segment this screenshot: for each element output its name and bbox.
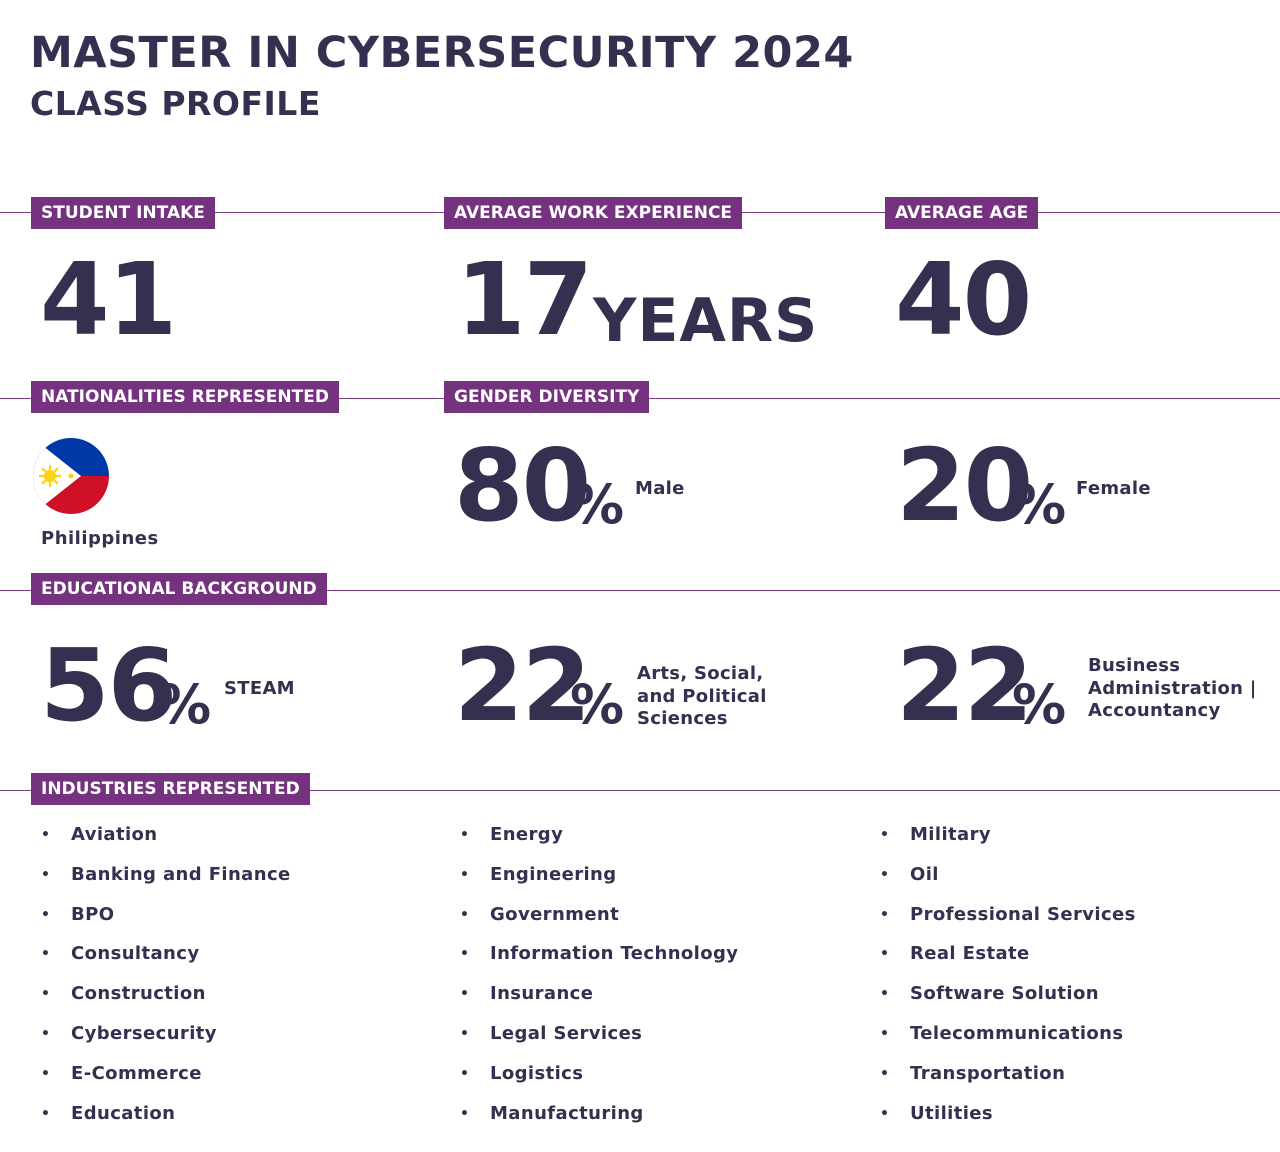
section-divider xyxy=(0,590,1280,591)
nationalities-label: NATIONALITIES REPRESENTED xyxy=(31,381,339,413)
industries-label: INDUSTRIES REPRESENTED xyxy=(31,773,310,805)
education-steam-percent-sign: % xyxy=(157,673,212,736)
list-item: • Telecommunications xyxy=(880,1022,1124,1044)
list-item: • Legal Services xyxy=(460,1022,643,1044)
education-steam-value: 56 xyxy=(40,627,177,744)
average-age-label: AVERAGE AGE xyxy=(885,197,1039,229)
female-percent-value: 20 xyxy=(896,427,1033,544)
list-item: • BPO xyxy=(41,903,115,925)
male-label: Male xyxy=(635,478,685,499)
education-arts-label: Arts, Social, and Political Sciences xyxy=(637,663,767,729)
page-title: MASTER IN CYBERSECURITY 2024 xyxy=(30,28,854,78)
work-experience-label: AVERAGE WORK EXPERIENCE xyxy=(444,197,743,229)
student-intake-label: STUDENT INTAKE xyxy=(31,197,215,229)
list-item: • Banking and Finance xyxy=(41,863,291,885)
education-arts-percent-sign: % xyxy=(570,673,625,736)
list-item: • Construction xyxy=(41,983,206,1005)
list-item: • Aviation xyxy=(41,824,158,845)
page-subtitle: CLASS PROFILE xyxy=(30,84,321,123)
list-item: • Cybersecurity xyxy=(41,1022,217,1044)
list-item: • Transportation xyxy=(880,1062,1066,1084)
section-divider xyxy=(0,790,1280,791)
industries-list-col-3: • Military • Oil • Professional Services • R… xyxy=(880,823,1136,1141)
female-percent-sign: % xyxy=(1012,473,1067,536)
educational-background-label: EDUCATIONAL BACKGROUND xyxy=(31,573,327,605)
list-item: • Professional Services xyxy=(880,903,1136,925)
list-item: • Education xyxy=(41,1102,176,1124)
list-item: • Real Estate xyxy=(880,943,1030,965)
list-item: • Information Technology xyxy=(460,943,739,965)
work-experience-unit: YEARS xyxy=(593,286,819,356)
education-business-percent-sign: % xyxy=(1012,673,1067,736)
male-percent-sign: % xyxy=(570,473,625,536)
education-business-label: Business Administration | Accountancy xyxy=(1088,655,1257,721)
education-arts-value: 22 xyxy=(454,627,591,744)
list-item: • Consultancy xyxy=(41,943,200,965)
list-item: • Insurance xyxy=(460,983,594,1005)
industries-list-col-1: • Aviation • Banking and Finance • BPO • Con… xyxy=(41,823,291,1141)
student-intake-value: 41 xyxy=(40,241,177,358)
country-name: Philippines xyxy=(41,528,159,549)
list-item: • Oil xyxy=(880,863,939,885)
list-item: • Energy xyxy=(460,824,564,845)
list-item: • Engineering xyxy=(460,863,617,885)
list-item: • Government xyxy=(460,903,620,925)
industries-list-col-2: • Energy • Engineering • Government • Inform… xyxy=(460,823,738,1141)
female-label: Female xyxy=(1076,478,1151,499)
list-item: • Military xyxy=(880,824,991,845)
education-steam-label: STEAM xyxy=(224,678,295,699)
work-experience-value: 17 xyxy=(456,241,593,358)
average-age-value: 40 xyxy=(895,241,1032,358)
gender-diversity-label: GENDER DIVERSITY xyxy=(444,381,650,413)
list-item: • E-Commerce xyxy=(41,1062,202,1084)
list-item: • Utilities xyxy=(880,1102,994,1124)
education-business-value: 22 xyxy=(896,627,1033,744)
male-percent-value: 80 xyxy=(454,427,591,544)
list-item: • Logistics xyxy=(460,1062,584,1084)
philippines-flag-icon xyxy=(33,438,109,514)
list-item: • Software Solution xyxy=(880,983,1099,1005)
list-item: • Manufacturing xyxy=(460,1102,644,1124)
